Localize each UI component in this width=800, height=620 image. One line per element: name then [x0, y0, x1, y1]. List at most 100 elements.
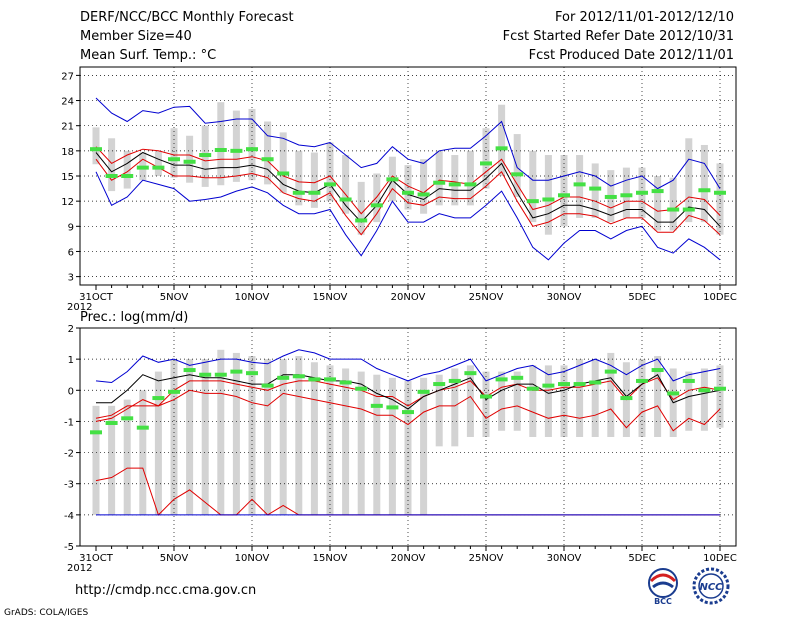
box-0-26: [498, 104, 506, 176]
median-marker-1-10: [246, 371, 258, 376]
box-1-6: [186, 359, 194, 515]
box-1-29: [544, 365, 552, 437]
ytick-label-0-27: 27: [61, 71, 74, 82]
grads-credit: GrADS: COLA/IGES: [4, 608, 89, 618]
median-marker-0-6: [183, 159, 196, 164]
ytick-label-1-0: 0: [68, 386, 74, 397]
ytick-label-0-3: 3: [68, 273, 74, 284]
ytick-label-0-21: 21: [61, 122, 74, 133]
median-marker-0-4: [152, 165, 165, 170]
median-marker-0-7: [199, 153, 212, 158]
xtick-label-1-4: 20NOV: [391, 553, 426, 564]
series-0-0: [95, 97, 721, 190]
xtick-label-0-6: 30NOV: [547, 292, 582, 303]
median-marker-1-29: [542, 383, 555, 388]
median-marker-0-16: [339, 197, 352, 202]
forecast-title: DERF/NCC/BCC Monthly Forecast: [80, 10, 294, 25]
median-marker-1-8: [214, 372, 227, 377]
median-marker-1-21: [417, 389, 430, 394]
median-marker-1-24: [464, 371, 477, 376]
box-1-14: [310, 362, 318, 515]
xtick-label-0-3: 15NOV: [313, 292, 348, 303]
median-marker-0-35: [636, 190, 648, 195]
fcst-started-date: Fcst Started Refer Date 2012/10/31: [502, 29, 734, 44]
median-marker-0-38: [682, 207, 695, 212]
box-0-8: [217, 102, 225, 186]
ytick-label-0-18: 18: [61, 147, 74, 158]
box-0-12: [279, 132, 287, 193]
median-marker-1-27: [511, 375, 524, 380]
median-marker-1-17: [355, 386, 368, 391]
median-marker-0-2: [121, 174, 134, 178]
box-0-36: [654, 176, 662, 231]
xtick-year-1: 2012: [67, 563, 92, 574]
median-marker-0-37: [667, 207, 680, 212]
box-1-10: [248, 356, 256, 515]
box-0-2: [123, 150, 131, 189]
fcst-produced-date: Fcst Produced Date 2012/11/01: [528, 48, 734, 63]
box-0-21: [420, 159, 428, 214]
xtick-label-0-7: 5DEC: [628, 292, 655, 303]
xtick-label-0-2: 10NOV: [235, 292, 270, 303]
median-marker-0-34: [620, 193, 633, 198]
box-0-38: [685, 138, 693, 223]
box-1-26: [498, 371, 506, 431]
median-marker-0-10: [246, 147, 258, 152]
median-marker-1-39: [698, 388, 711, 393]
box-1-9: [232, 352, 240, 515]
box-1-30: [560, 365, 568, 437]
precip-title: Prec.: log(mm/d): [80, 310, 189, 325]
box-1-36: [654, 356, 662, 437]
median-marker-1-6: [183, 368, 196, 373]
bcc-logo-text: BCC: [654, 597, 672, 606]
median-marker-0-28: [526, 199, 539, 204]
box-1-28: [529, 365, 537, 437]
median-marker-1-16: [339, 380, 352, 385]
median-marker-1-20: [402, 410, 414, 415]
median-marker-0-8: [214, 148, 227, 153]
ytick-label-0-15: 15: [61, 172, 74, 183]
median-marker-1-40: [714, 386, 726, 391]
box-1-12: [279, 359, 287, 515]
box-0-11: [264, 121, 272, 185]
series-0-1: [95, 146, 721, 216]
box-1-31: [576, 359, 584, 437]
median-marker-0-18: [370, 203, 383, 208]
box-0-37: [669, 177, 677, 231]
median-marker-0-20: [402, 190, 414, 195]
median-marker-0-5: [168, 157, 180, 162]
xtick-label-1-8: 10DEC: [703, 553, 737, 564]
median-marker-0-33: [604, 194, 617, 199]
median-marker-0-39: [698, 188, 711, 193]
box-1-21: [420, 377, 428, 515]
box-0-24: [466, 150, 474, 206]
box-1-16: [342, 368, 350, 515]
median-marker-0-13: [292, 190, 305, 195]
median-marker-1-11: [261, 383, 274, 388]
xtick-year-0: 2012: [67, 302, 92, 313]
box-0-4: [154, 150, 162, 176]
box-0-13: [295, 150, 303, 206]
median-marker-0-25: [480, 161, 492, 166]
box-1-4: [154, 371, 162, 515]
box-1-33: [607, 352, 615, 437]
box-1-22: [435, 374, 443, 447]
source-url[interactable]: http://cmdp.ncc.cma.gov.cn: [75, 583, 257, 598]
box-1-19: [388, 377, 396, 515]
ytick-label-0-12: 12: [61, 197, 74, 208]
median-marker-1-28: [526, 386, 539, 391]
box-0-29: [544, 155, 552, 235]
box-0-18: [373, 173, 381, 223]
box-1-18: [373, 374, 381, 515]
xtick-label-0-4: 20NOV: [391, 292, 426, 303]
median-marker-1-35: [636, 378, 648, 383]
median-marker-0-32: [589, 186, 602, 191]
median-marker-1-7: [199, 372, 212, 377]
box-0-17: [357, 181, 365, 235]
median-marker-1-15: [324, 377, 336, 382]
median-marker-1-4: [152, 396, 165, 401]
box-1-23: [451, 368, 459, 447]
median-marker-0-36: [651, 189, 664, 194]
box-0-6: [186, 135, 194, 183]
median-marker-1-30: [558, 382, 570, 387]
